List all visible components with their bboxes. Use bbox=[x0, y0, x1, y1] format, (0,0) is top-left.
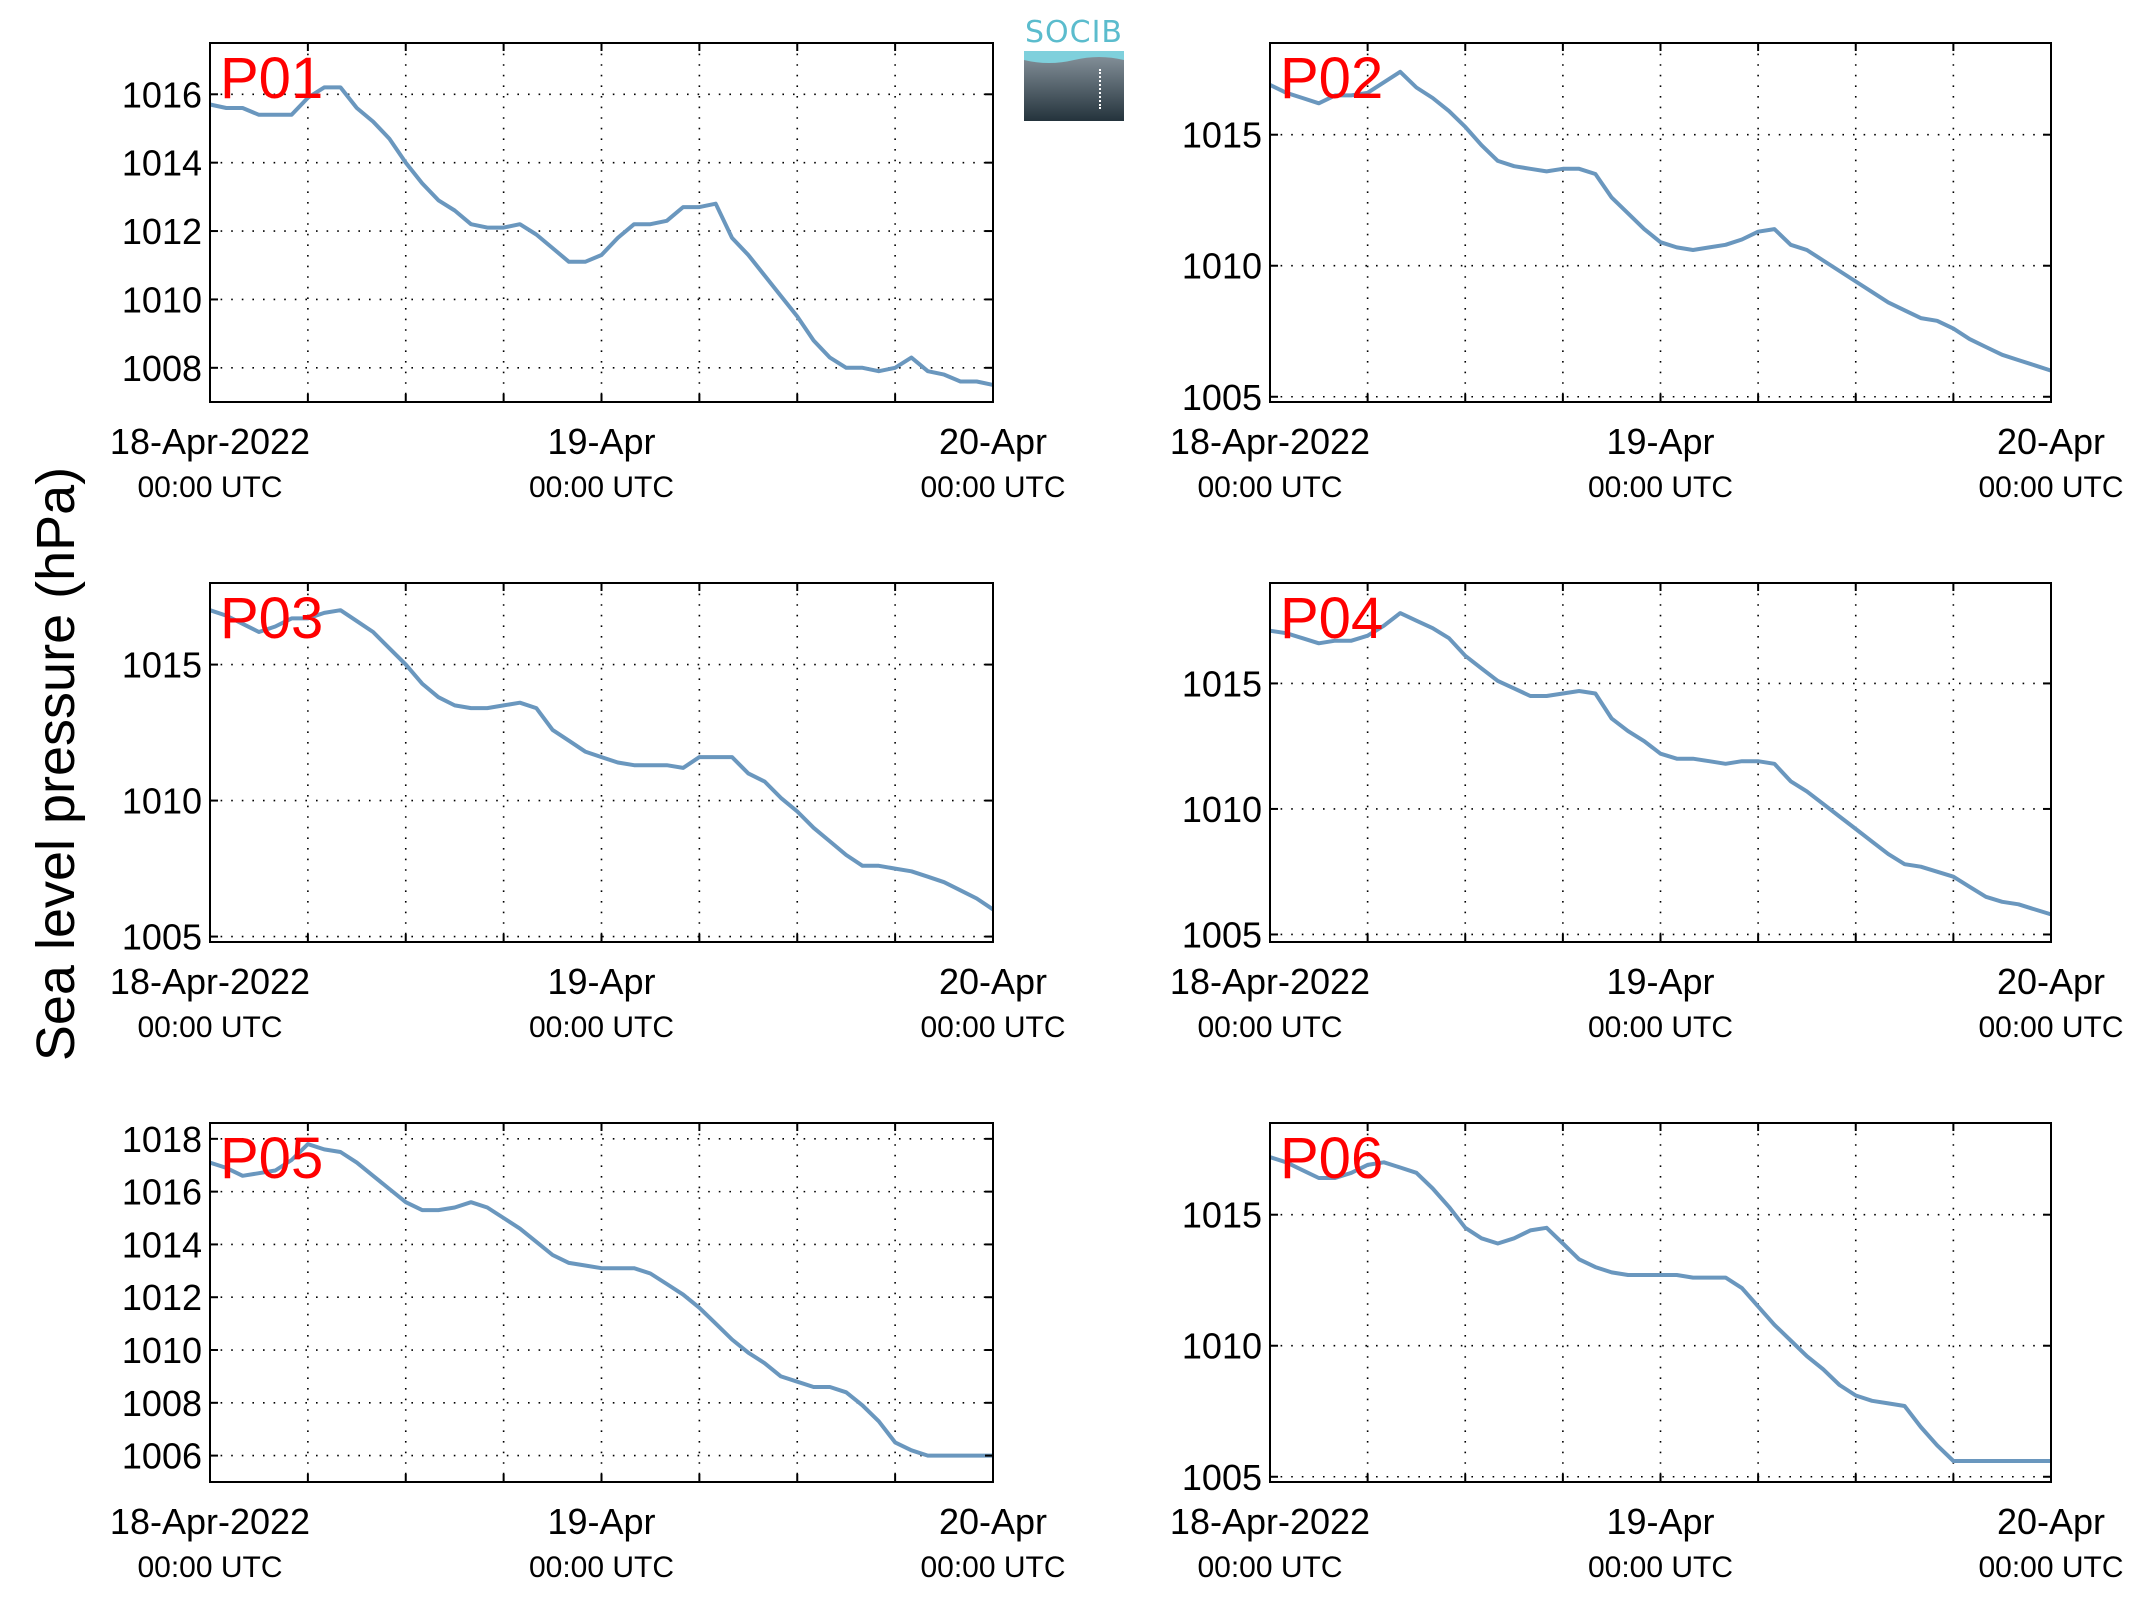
series-line-p03 bbox=[209, 608, 995, 912]
x-tick-sublabel: 00:00 UTC bbox=[137, 471, 282, 504]
x-tick-label: 19-Apr bbox=[1606, 1501, 1714, 1542]
y-tick-label: 1010 bbox=[1182, 246, 1262, 287]
y-tick-label: 1005 bbox=[1182, 1457, 1262, 1498]
x-tick-label: 20-Apr bbox=[1997, 1501, 2105, 1542]
station-label: P04 bbox=[1280, 586, 1383, 651]
x-tick-label: 18-Apr-2022 bbox=[110, 1501, 310, 1542]
station-label: P05 bbox=[220, 1126, 323, 1191]
x-tick-sublabel: 00:00 UTC bbox=[137, 1011, 282, 1044]
series-line-p04 bbox=[1269, 611, 2052, 917]
x-tick-sublabel: 00:00 UTC bbox=[1197, 1011, 1342, 1044]
y-tick-label: 1015 bbox=[1182, 663, 1262, 704]
x-tick-sublabel: 00:00 UTC bbox=[529, 1551, 674, 1584]
x-tick-sublabel: 00:00 UTC bbox=[529, 1011, 674, 1044]
x-tick-sublabel: 00:00 UTC bbox=[137, 1551, 282, 1584]
y-tick-label: 1010 bbox=[122, 781, 202, 822]
y-tick-label: 1006 bbox=[122, 1436, 202, 1477]
x-tick-label: 20-Apr bbox=[939, 1501, 1047, 1542]
x-tick-sublabel: 00:00 UTC bbox=[920, 471, 1065, 504]
x-tick-label: 20-Apr bbox=[1997, 421, 2105, 462]
series-line-p01 bbox=[209, 85, 994, 387]
y-tick-label: 1016 bbox=[122, 74, 202, 115]
x-tick-label: 19-Apr bbox=[1606, 961, 1714, 1002]
y-tick-label: 1008 bbox=[122, 1383, 202, 1424]
chart-panel-p06: 1005 1010 1015 18-Apr-2022 00:00 UTC 19-Apr 00… bbox=[1170, 1122, 2124, 1584]
series-line-p06 bbox=[1269, 1155, 2051, 1463]
series-line-p05 bbox=[209, 1142, 993, 1458]
x-tick-sublabel: 00:00 UTC bbox=[1978, 1011, 2123, 1044]
chart-panel-p01: 1008 1010 1012 1014 1016 18-Apr-2022 00:00 UTC… bbox=[110, 42, 1066, 504]
x-tick-label: 19-Apr bbox=[1606, 421, 1714, 462]
y-tick-label: 1010 bbox=[122, 1330, 202, 1371]
y-tick-label: 1014 bbox=[122, 1224, 202, 1265]
x-tick-label: 20-Apr bbox=[939, 961, 1047, 1002]
x-tick-sublabel: 00:00 UTC bbox=[1588, 471, 1733, 504]
y-tick-label: 1015 bbox=[1182, 1195, 1262, 1236]
logo-dotted-mark bbox=[1099, 69, 1101, 109]
x-tick-label: 19-Apr bbox=[547, 961, 655, 1002]
x-tick-label: 18-Apr-2022 bbox=[1170, 961, 1370, 1002]
x-tick-label: 19-Apr bbox=[547, 421, 655, 462]
series-line-p02 bbox=[1269, 69, 2052, 373]
x-tick-sublabel: 00:00 UTC bbox=[529, 471, 674, 504]
station-label: P06 bbox=[1280, 1126, 1383, 1191]
logo-text: SOCIB bbox=[1024, 15, 1124, 50]
y-tick-label: 1005 bbox=[122, 917, 202, 958]
y-tick-label: 1012 bbox=[122, 211, 202, 252]
x-tick-label: 18-Apr-2022 bbox=[110, 421, 310, 462]
y-tick-label: 1005 bbox=[1182, 377, 1262, 418]
y-tick-label: 1010 bbox=[1182, 789, 1262, 830]
y-tick-label: 1016 bbox=[122, 1172, 202, 1213]
x-tick-sublabel: 00:00 UTC bbox=[1197, 471, 1342, 504]
chart-panel-p05: 1006 1008 1010 1012 1014 1016 1018 18-Apr-2022 0… bbox=[110, 1119, 1066, 1584]
x-tick-label: 18-Apr-2022 bbox=[1170, 1501, 1370, 1542]
y-axis-label: Sea level pressure (hPa) bbox=[26, 467, 86, 1061]
chart-panel-p02: 1005 1010 1015 18-Apr-2022 00:00 UTC 19-Apr 00… bbox=[1170, 42, 2124, 504]
socib-logo: SOCIB bbox=[1024, 15, 1124, 121]
x-tick-sublabel: 00:00 UTC bbox=[1978, 471, 2123, 504]
station-label: P02 bbox=[1280, 46, 1383, 111]
x-tick-label: 19-Apr bbox=[547, 1501, 655, 1542]
y-tick-label: 1010 bbox=[122, 279, 202, 320]
x-tick-sublabel: 00:00 UTC bbox=[920, 1011, 1065, 1044]
x-tick-sublabel: 00:00 UTC bbox=[1978, 1551, 2123, 1584]
station-label: P01 bbox=[220, 46, 323, 111]
x-tick-sublabel: 00:00 UTC bbox=[1588, 1011, 1733, 1044]
y-tick-label: 1012 bbox=[122, 1277, 202, 1318]
chart-panel-p03: 1005 1010 1015 18-Apr-2022 00:00 UTC 19-Apr 00… bbox=[110, 582, 1066, 1044]
chart-panel-p04: 1005 1010 1015 18-Apr-2022 00:00 UTC 19-Apr 00… bbox=[1170, 582, 2124, 1044]
y-tick-label: 1014 bbox=[122, 143, 202, 184]
y-tick-label: 1005 bbox=[1182, 914, 1262, 955]
logo-wave-icon bbox=[1024, 51, 1124, 63]
x-tick-sublabel: 00:00 UTC bbox=[1588, 1551, 1733, 1584]
x-tick-sublabel: 00:00 UTC bbox=[920, 1551, 1065, 1584]
x-tick-sublabel: 00:00 UTC bbox=[1197, 1551, 1342, 1584]
y-tick-label: 1015 bbox=[122, 645, 202, 686]
y-tick-label: 1010 bbox=[1182, 1326, 1262, 1367]
y-tick-label: 1018 bbox=[122, 1119, 202, 1160]
station-label: P03 bbox=[220, 586, 323, 651]
y-tick-label: 1015 bbox=[1182, 115, 1262, 156]
x-tick-label: 18-Apr-2022 bbox=[110, 961, 310, 1002]
x-tick-label: 18-Apr-2022 bbox=[1170, 421, 1370, 462]
y-tick-label: 1008 bbox=[122, 348, 202, 389]
x-tick-label: 20-Apr bbox=[1997, 961, 2105, 1002]
x-tick-label: 20-Apr bbox=[939, 421, 1047, 462]
